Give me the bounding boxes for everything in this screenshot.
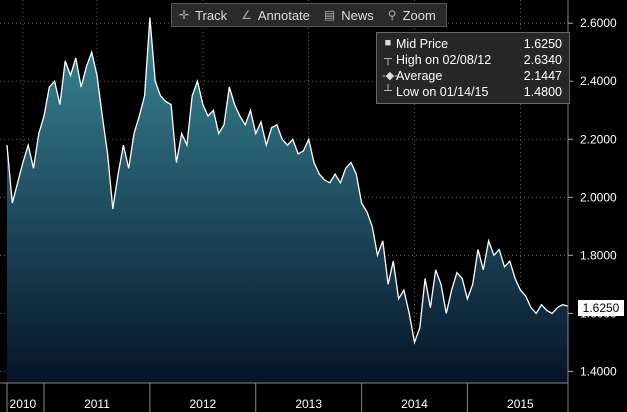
x-tick-label: 2012 — [189, 397, 216, 411]
legend-high-label: High on 02/08/12 — [396, 53, 492, 67]
legend-low-label: Low on 01/14/15 — [396, 85, 489, 99]
zoom-button[interactable]: ⚲ Zoom — [381, 4, 443, 26]
legend-average-value: 2.1447 — [523, 69, 562, 83]
high-marker-icon: ┬ — [384, 53, 392, 65]
average-marker-icon: -◆- — [382, 70, 398, 82]
last-price-tag: 1.6250 — [578, 300, 624, 316]
y-tick-label: 2.2000 — [580, 132, 617, 146]
legend-low-value: 1.4800 — [523, 85, 562, 99]
white-square-icon: ■ — [384, 37, 392, 49]
y-tick-label: 1.4000 — [580, 364, 617, 378]
x-tick-label: 2015 — [507, 397, 534, 411]
chart-toolbar: ✛ Track ∠ Annotate ▤ News ⚲ Zoom — [171, 3, 447, 27]
annotate-button[interactable]: ∠ Annotate — [234, 4, 317, 26]
x-tick-label: 2014 — [401, 397, 428, 411]
annotate-label: Annotate — [257, 7, 310, 23]
magnifier-icon: ⚲ — [387, 8, 397, 22]
news-label: News — [341, 7, 374, 23]
track-label: Track — [195, 7, 228, 23]
legend-high-value: 2.6340 — [523, 53, 562, 67]
x-axis-ticks: 2010 2011 2012 2013 2014 2015 — [6, 383, 569, 412]
news-icon: ▤ — [323, 8, 336, 22]
x-tick-label: 2011 — [84, 397, 110, 411]
x-tick-label: 2010 — [10, 397, 37, 411]
pencil-icon: ∠ — [241, 8, 252, 22]
legend-row-mid[interactable]: ■ Mid Price 1.6250 — [377, 37, 569, 53]
y-tick-label: 2.6000 — [580, 16, 617, 30]
legend-row-average[interactable]: -◆- Average 2.1447 — [377, 69, 569, 85]
x-tick-label: 2013 — [295, 397, 322, 411]
zoom-label: Zoom — [402, 7, 436, 23]
track-button[interactable]: ✛ Track — [172, 4, 234, 26]
y-tick-label: 1.8000 — [580, 248, 617, 262]
price-area-fill — [7, 17, 568, 384]
legend-row-low[interactable]: ┴ Low on 01/14/15 1.4800 — [377, 85, 569, 101]
legend-row-high[interactable]: ┬ High on 02/08/12 2.6340 — [377, 53, 569, 69]
legend-mid-value: 1.6250 — [523, 37, 562, 51]
chart-legend: ■ Mid Price 1.6250 ┬ High on 02/08/12 2.… — [376, 32, 570, 104]
y-tick-label: 2.0000 — [580, 190, 617, 204]
y-tick-label: 2.4000 — [580, 74, 617, 88]
y-axis-ticks: 1.40001.60001.80002.00002.20002.40002.60… — [568, 16, 617, 378]
legend-average-label: Average — [396, 69, 443, 83]
price-line — [6, 17, 569, 345]
crosshair-icon: ✛ — [179, 8, 190, 22]
legend-mid-label: Mid Price — [396, 37, 449, 51]
low-marker-icon: ┴ — [384, 85, 392, 97]
news-button[interactable]: ▤ News — [317, 4, 381, 26]
